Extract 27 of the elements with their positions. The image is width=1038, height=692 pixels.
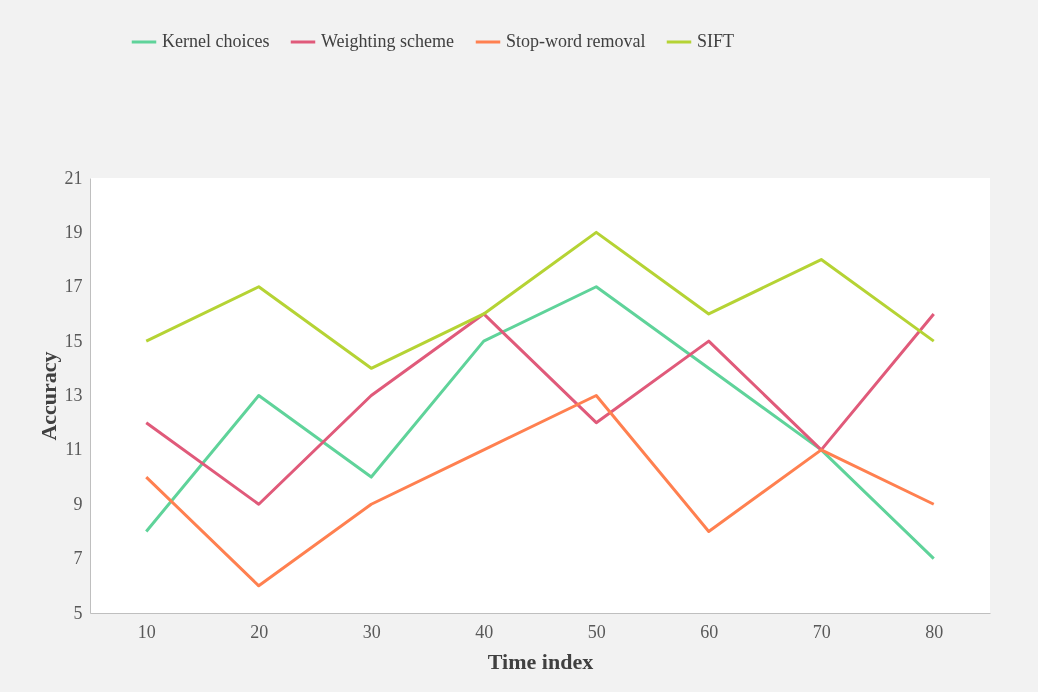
x-tick-label: 20 [250,621,269,642]
legend-label: Kernel choices [162,31,270,51]
x-tick-label: 30 [362,621,381,642]
y-tick-label: 17 [64,276,83,297]
x-tick-label: 80 [925,621,944,642]
y-tick-label: 5 [73,602,83,623]
line-series [144,312,936,506]
y-tick-label: 7 [73,548,83,569]
x-axis-title: Time index [487,648,594,674]
y-tick-label: 21 [64,167,83,188]
x-tick-label: 10 [137,621,156,642]
y-tick-label: 13 [64,385,83,405]
line-series [144,230,936,370]
legend-label: Weighting scheme [321,31,455,51]
line-series [144,394,936,588]
legend-label: Stop-word removal [506,31,646,51]
y-axis-title: Accuracy [35,351,61,441]
legend-label: SIFT [697,31,735,51]
x-tick-label: 70 [812,621,831,642]
y-tick-label: 9 [73,493,83,514]
x-tick-label: 60 [700,621,719,642]
x-tick-label: 40 [475,621,494,642]
y-tick-label: 19 [64,221,83,242]
x-tick-label: 50 [587,621,606,642]
line-series [144,285,936,561]
y-tick-label: 11 [65,439,83,460]
y-tick-label: 15 [64,330,83,351]
